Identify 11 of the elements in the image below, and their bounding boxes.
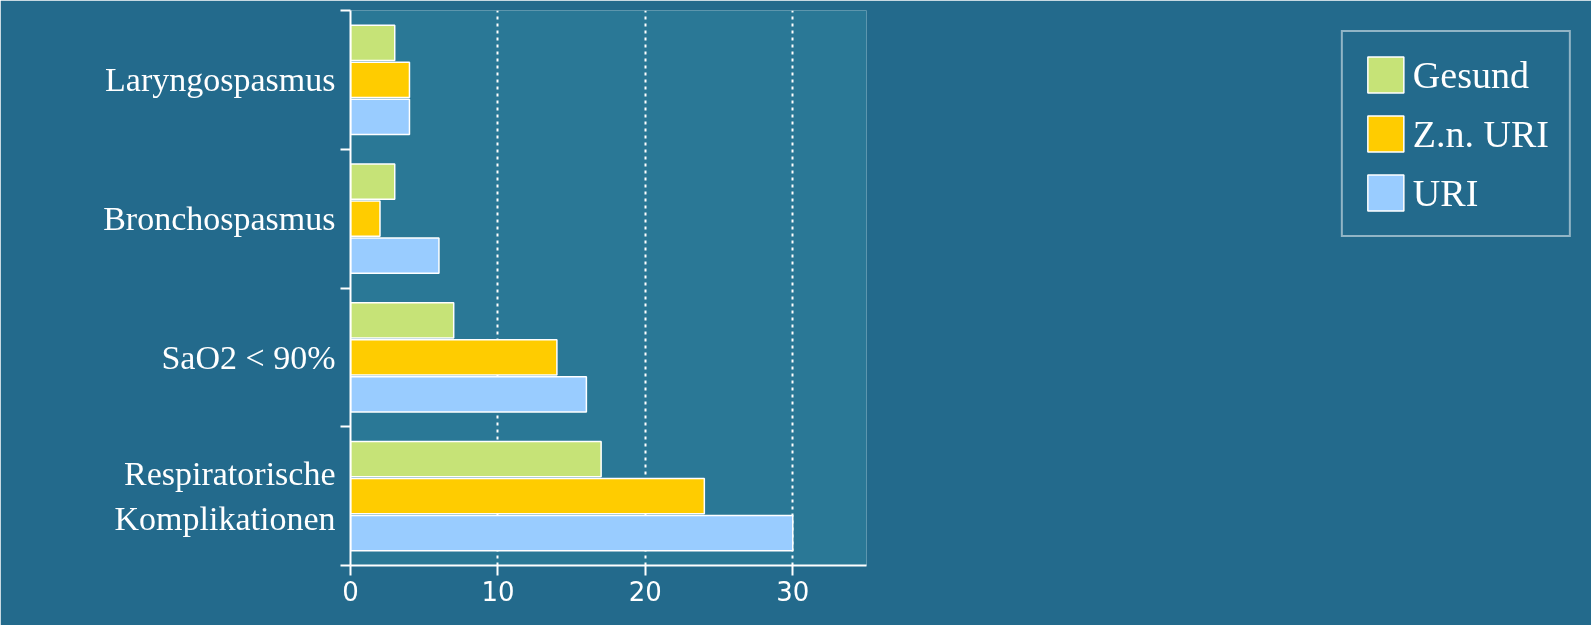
- y-tick-label: Laryngospasmus: [105, 61, 336, 99]
- y-tick-label: Respiratorische Komplikationen: [114, 455, 336, 537]
- legend-label: Gesund: [1412, 52, 1529, 97]
- x-tick-label: 0: [342, 576, 359, 607]
- y-tick-label: Bronchospasmus: [103, 200, 336, 238]
- x-tick-label: 10: [481, 576, 515, 607]
- x-tick-label: 30: [776, 576, 810, 607]
- legend-label: Z.n. URI: [1412, 111, 1549, 156]
- legend-label: URI: [1412, 170, 1479, 215]
- y-tick-label: SaO2 < 90%: [161, 338, 336, 376]
- x-tick-label: 20: [628, 576, 662, 607]
